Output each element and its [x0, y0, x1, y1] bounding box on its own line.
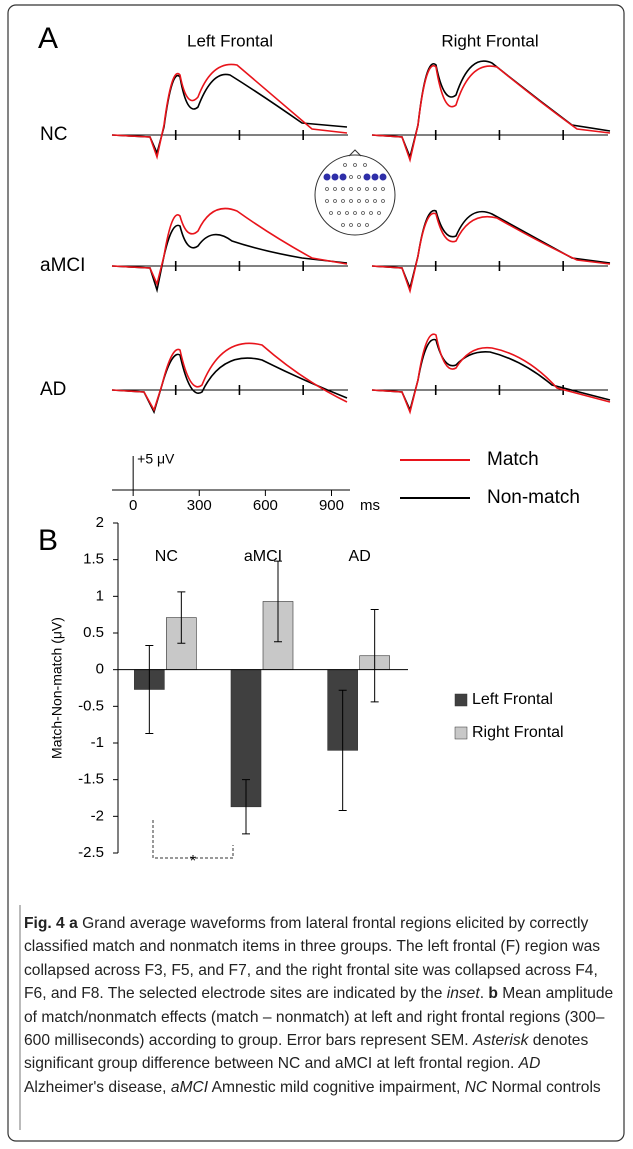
annotation: *: [190, 853, 196, 870]
caption: Fig. 4 a Grand average waveforms from la…: [24, 912, 616, 1099]
category-label: AD: [349, 548, 371, 565]
error-bar: [177, 591, 186, 644]
scale-label: +5 μV: [137, 451, 175, 467]
panel-label: A: [38, 22, 58, 55]
amci-right: [371, 209, 611, 294]
row-label: aMCI: [40, 255, 85, 276]
nc-right: [371, 60, 611, 163]
row-label: NC: [40, 124, 67, 145]
error-bar: [242, 779, 250, 835]
caption-text: a: [69, 915, 78, 932]
panel-label: B: [38, 524, 58, 557]
waveforms: [111, 60, 611, 415]
y-tick-label: 0: [96, 661, 104, 678]
row-label: AD: [40, 379, 66, 400]
y-tick-label: -0.5: [78, 697, 104, 714]
caption-text: b: [488, 985, 498, 1003]
ad-right: [371, 333, 611, 415]
amci-left: [111, 207, 348, 294]
legend-label: Left Frontal: [472, 691, 553, 708]
legend-label: Right Frontal: [472, 724, 564, 741]
error-bar: [274, 560, 282, 643]
legend-swatch: [454, 726, 468, 740]
column-label: Right Frontal: [441, 31, 538, 50]
legend-label: Non-match: [487, 487, 580, 508]
caption-text: Mean amplitude of match/nonmatch effects…: [24, 985, 614, 1050]
x-tick-label: 600: [253, 497, 278, 514]
error-bar: [370, 609, 379, 703]
y-tick-label: 1.5: [83, 551, 104, 568]
x-tick-label: 300: [187, 497, 212, 514]
caption-text: NC: [464, 1078, 488, 1096]
electrode-inset: [314, 149, 396, 236]
caption-text: Asterisk: [472, 1032, 529, 1050]
category-label: aMCI: [244, 548, 282, 565]
ad-left: [111, 342, 348, 415]
error-bar: [145, 644, 154, 734]
caption-text: Amnestic mild cognitive impairment,: [208, 1078, 465, 1096]
x-tick-label: 900: [319, 497, 344, 514]
y-axis-label: Match-Non-match (μV): [49, 617, 65, 759]
caption-text: AD: [518, 1055, 541, 1073]
legend-swatch: [454, 693, 468, 707]
y-tick-label: -1: [91, 734, 104, 751]
y-tick-label: 2: [96, 514, 104, 531]
caption-text: .: [479, 985, 489, 1003]
caption-text: denotes significant group difference bet…: [24, 1032, 589, 1073]
significance-bracket: [152, 820, 234, 859]
y-tick-label: -2.5: [78, 844, 104, 861]
x-tick-label: 0: [129, 497, 137, 514]
y-tick-label: -2: [91, 807, 104, 824]
caption-text: Grand average waveforms from lateral fro…: [24, 915, 601, 1003]
caption-text: Alzheimer's disease,: [24, 1078, 171, 1096]
x-unit: ms: [360, 497, 380, 514]
column-label: Left Frontal: [187, 31, 273, 50]
y-tick-label: 0.5: [83, 624, 104, 641]
legend-label: Match: [487, 449, 539, 470]
caption-text: Fig. 4: [24, 915, 65, 932]
caption-text: inset: [446, 985, 480, 1003]
caption-text: Normal controls: [487, 1078, 601, 1096]
nc-left: [111, 63, 348, 160]
category-label: NC: [155, 548, 178, 565]
y-tick-label: -1.5: [78, 771, 104, 788]
error-bar: [338, 689, 347, 811]
y-tick-label: 1: [96, 587, 104, 604]
caption-text: aMCI: [170, 1078, 209, 1096]
frame: [7, 4, 625, 1142]
